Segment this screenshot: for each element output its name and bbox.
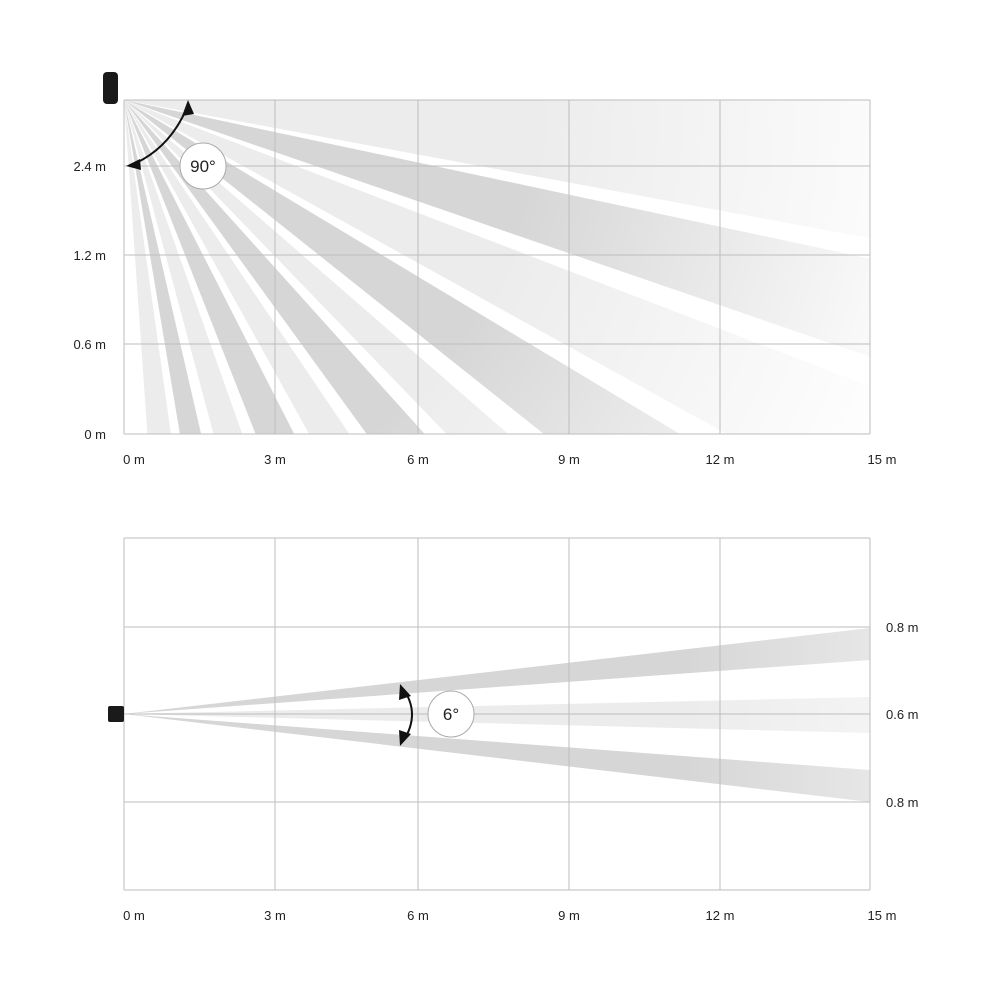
side-view-chart: 0 m 3 m 6 m 9 m 12 m 15 m 2.4 m 1.2 m 0.6 m 0 m 9… (73, 72, 896, 467)
y-tick-label: 1.2 m (73, 248, 106, 263)
angle-label: 6° (443, 705, 459, 724)
x-tick-label: 3 m (264, 908, 286, 923)
x-tick-label: 6 m (407, 908, 429, 923)
x-tick-label: 9 m (558, 452, 580, 467)
y-tick-label: 0 m (84, 427, 106, 442)
y-tick-label: 0.6 m (886, 707, 919, 722)
angle-badge (427, 690, 475, 738)
sensor-side-icon (103, 72, 118, 104)
side-view-beams (124, 100, 870, 434)
x-tick-label: 12 m (706, 908, 735, 923)
angle-label: 90° (190, 157, 216, 176)
top-view-grid (123, 537, 871, 891)
y-tick-label: 2.4 m (73, 159, 106, 174)
x-tick-label: 0 m (123, 908, 145, 923)
arrow-head-icon (126, 159, 141, 170)
beam-fade (124, 100, 870, 434)
x-tick-label: 15 m (868, 452, 897, 467)
y-tick-label: 0.6 m (73, 337, 106, 352)
x-tick-label: 3 m (264, 452, 286, 467)
top-view-chart: 0 m 3 m 6 m 9 m 12 m 15 m 0.8 m 0.6 m 0.8 m 6° (108, 537, 919, 923)
x-tick-label: 0 m (123, 452, 145, 467)
x-tick-label: 15 m (868, 908, 897, 923)
x-tick-label: 6 m (407, 452, 429, 467)
side-view-grid (123, 99, 871, 435)
x-tick-label: 9 m (558, 908, 580, 923)
y-tick-label: 0.8 m (886, 795, 919, 810)
angle-badge (179, 142, 227, 190)
arrow-head-icon (182, 100, 194, 116)
arrow-head-icon (399, 684, 411, 700)
arrow-head-icon (399, 730, 411, 746)
x-tick-label: 12 m (706, 452, 735, 467)
sensor-top-icon (108, 706, 124, 722)
y-tick-label: 0.8 m (886, 620, 919, 635)
